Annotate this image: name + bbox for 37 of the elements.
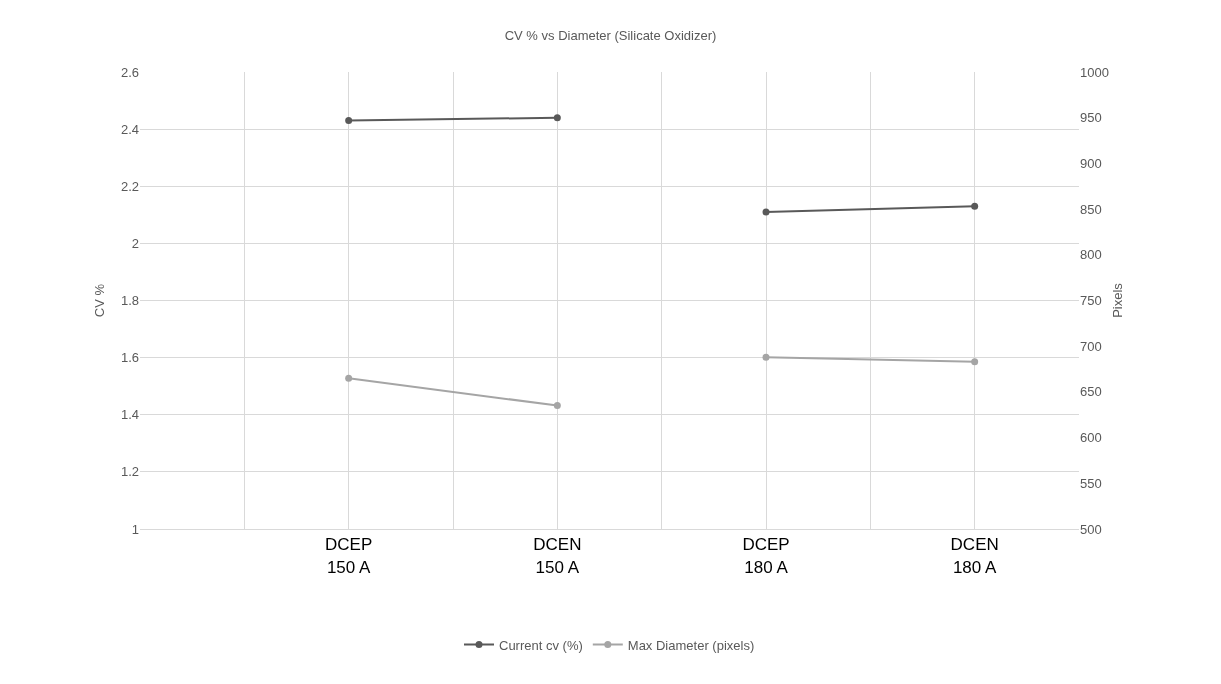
y2-tick-label: 850 <box>1080 201 1102 217</box>
y2-tick-label: 700 <box>1080 338 1102 354</box>
y-axis-title: CV % <box>92 283 107 318</box>
y2-tick-label: 900 <box>1080 155 1102 171</box>
point <box>345 374 353 382</box>
point <box>971 358 979 366</box>
y-tick-label: 1.6 <box>120 350 139 366</box>
y2-tick-label: 1000 <box>1080 64 1109 80</box>
y-tick-label: 1.2 <box>120 464 139 480</box>
y2-tick-label: 950 <box>1080 110 1102 126</box>
y2-tick-label: 500 <box>1080 521 1102 537</box>
y2-tick-label: 750 <box>1080 293 1102 309</box>
x-tick-label: DCEP 150 A <box>325 535 373 577</box>
y-tick-label: 2 <box>131 235 139 251</box>
legend-label: Current cv (%) <box>499 637 583 653</box>
y2-tick-label: 650 <box>1080 384 1102 400</box>
y-tick-label: 2.6 <box>120 64 139 80</box>
point <box>762 353 770 361</box>
y2-tick-label: 800 <box>1080 247 1102 263</box>
y2-tick-label: 550 <box>1080 475 1102 491</box>
x-tick-label: DCEP 180 A <box>742 535 790 577</box>
point <box>553 402 561 410</box>
y2-tick-label: 600 <box>1080 430 1102 446</box>
y-tick-label: 2.2 <box>120 178 139 194</box>
x-tick-label: DCEN 180 A <box>950 535 999 577</box>
point <box>345 117 353 125</box>
legend-label: Max Diameter (pixels) <box>627 637 755 653</box>
y-tick-label: 2.4 <box>120 121 139 137</box>
y-tick-label: 1.8 <box>120 293 139 309</box>
y2-axis-title: Pixels <box>1109 282 1125 318</box>
point <box>971 202 979 210</box>
chart-title: CV % vs Diameter (Silicate Oxidizer) <box>504 27 717 43</box>
point <box>762 208 770 216</box>
y-tick-label: 1.4 <box>120 407 139 423</box>
x-tick-label: DCEN 150 A <box>533 535 582 577</box>
point <box>553 114 561 122</box>
y-tick-label: 1 <box>131 521 139 537</box>
